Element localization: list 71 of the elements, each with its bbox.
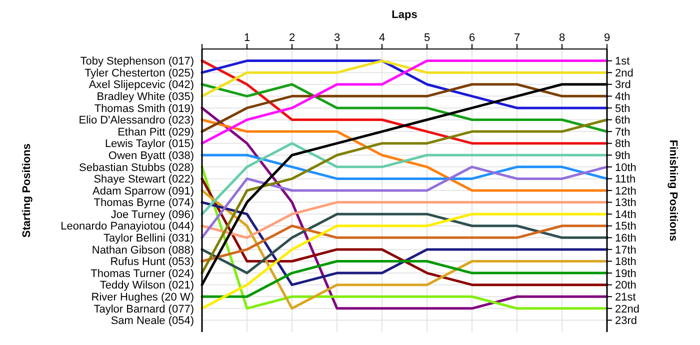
y-tick-label: 20th bbox=[615, 280, 636, 292]
series-label: Lewis Taylor (015) bbox=[104, 138, 194, 150]
y-tick-label: 1st bbox=[615, 56, 630, 68]
y-tick-label: 6th bbox=[615, 114, 630, 127]
line-series bbox=[200, 60, 608, 110]
y-tick-label: 3rd bbox=[615, 79, 631, 92]
y-tick-label: 8th bbox=[615, 138, 630, 150]
y-tick-label: 5th bbox=[615, 102, 630, 115]
series-label: Adam Sparrow (091) bbox=[92, 185, 194, 198]
line-series bbox=[200, 118, 608, 192]
series-label: Elio D'Alessandro (023) bbox=[78, 114, 194, 127]
series-label: Thomas Turner (024) bbox=[90, 268, 194, 280]
x-tick-label: 4 bbox=[378, 32, 386, 44]
y-tick-label: 15th bbox=[615, 220, 636, 233]
line-series bbox=[200, 60, 608, 145]
series-label: Thomas Smith (019) bbox=[94, 102, 194, 115]
y-tick-label: 21st bbox=[615, 291, 636, 304]
y-tick-label: 4th bbox=[615, 91, 630, 104]
line-series bbox=[200, 142, 608, 216]
line-series bbox=[200, 83, 608, 133]
series-label: Rufus Hunt (053) bbox=[110, 256, 194, 268]
y-tick-label: 12th bbox=[615, 185, 636, 198]
text: Sam Neale (054) bbox=[110, 315, 194, 328]
y-tick-label: 11th bbox=[615, 174, 636, 186]
series-label: Thomas Byrne (074) bbox=[94, 197, 194, 210]
line-series bbox=[200, 118, 608, 274]
series-label: Sebastian Stubbs (028) bbox=[79, 162, 194, 174]
series-label: Ethan Pitt (029) bbox=[118, 126, 194, 138]
y-tick-label: 7th bbox=[615, 126, 630, 138]
x-tick-label: 7 bbox=[514, 32, 520, 44]
y-tick-label: 17th bbox=[615, 244, 636, 256]
series-label: Axel Slijepcevic (042) bbox=[88, 79, 194, 92]
y-tick-label: 19th bbox=[615, 268, 636, 280]
line-series bbox=[200, 201, 608, 239]
x-tick-label: 8 bbox=[558, 32, 566, 44]
series-label: Nathan Gibson (088) bbox=[92, 244, 194, 256]
series-label: Joe Turney (096) bbox=[110, 208, 194, 221]
line-series bbox=[200, 212, 608, 310]
line-series bbox=[200, 166, 608, 239]
series-label: Toby Stephenson (017) bbox=[80, 56, 194, 68]
y-axis-title: Finishing Positions bbox=[667, 140, 679, 242]
series-label: Teddy Wilson (021) bbox=[100, 280, 194, 292]
line-series bbox=[200, 212, 608, 274]
series-label: Owen Byatt (038) bbox=[108, 150, 194, 162]
line-series bbox=[200, 189, 608, 310]
y-tick-label: 23rd bbox=[615, 315, 638, 328]
x-tick-label: 6 bbox=[468, 32, 476, 44]
line-series bbox=[200, 224, 608, 262]
y-tick-label: 9th bbox=[615, 150, 630, 162]
x-tick-label: 5 bbox=[424, 32, 430, 44]
series-label: Bradley White (035) bbox=[96, 91, 194, 104]
series-label: Shaye Stewart (022) bbox=[94, 174, 194, 186]
x-tick-label: 2 bbox=[288, 32, 296, 44]
series-label: Taylor Barnard (077) bbox=[94, 303, 194, 316]
line-series bbox=[200, 201, 608, 286]
x-tick-label: 1 bbox=[244, 32, 250, 44]
series-label: River Hughes (20 W) bbox=[91, 291, 194, 304]
series-label: Tyler Chesterton (025) bbox=[84, 67, 194, 80]
text: Starting Positions bbox=[21, 143, 33, 238]
y-tick-label: 2nd bbox=[615, 67, 634, 80]
y-tick-label: 18th bbox=[615, 256, 636, 268]
y-tick-label: 14th bbox=[615, 208, 636, 221]
x-tick-label: 9 bbox=[604, 32, 610, 44]
x-axis-title: Laps bbox=[392, 9, 418, 21]
x-tick-label: 3 bbox=[334, 32, 340, 44]
y-tick-label: 16th bbox=[615, 232, 636, 245]
y-tick-label: 22nd bbox=[615, 303, 640, 316]
series-label: Leonardo Panayiotou (044) bbox=[60, 220, 194, 233]
y-tick-label: 10th bbox=[615, 162, 636, 174]
series-label: Taylor Bellini (031) bbox=[104, 232, 194, 245]
y-tick-label: 13th bbox=[615, 197, 636, 210]
